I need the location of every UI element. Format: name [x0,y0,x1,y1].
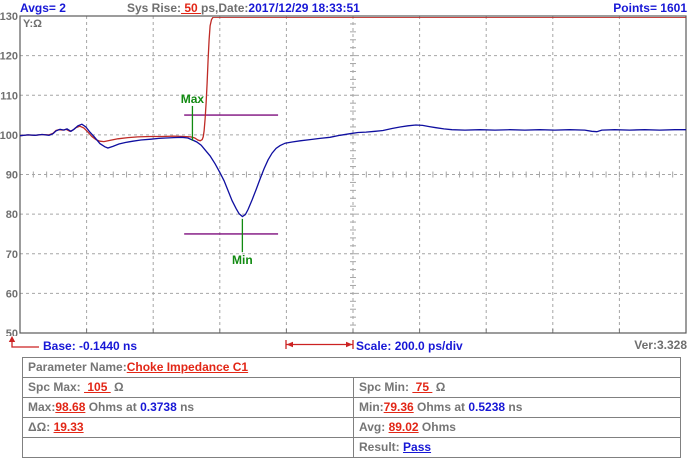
measured-trace [20,123,686,218]
delta-cell: ΔΩ: 19.33 [23,418,353,437]
spc-min-cell: Spc Min: 75 Ω [353,378,680,397]
max-value: 98.68 [55,400,86,414]
avg-value: 89.02 [388,420,419,434]
max-result-cell: Max:98.68 Ohms at 0.3738 ns [23,398,353,417]
max-time-unit: ns [176,400,195,414]
y-tick-label: 60 [6,288,18,300]
sys-rise-and-date: Sys Rise: 50 ps,Date:2017/12/29 18:33:51 [127,1,360,15]
base-readout: Base: -0.1440 ns [43,339,138,353]
spc-min-value[interactable]: 75 [412,380,433,394]
impedance-chart: Max Min 130 120 110 100 90 80 70 60 50 [0,11,687,336]
delta-ohms-label: ΔΩ: [28,420,54,434]
spc-max-value[interactable]: 105 [84,380,111,394]
averages-count: Avgs= 2 [20,1,66,15]
y-tick-label: 100 [0,130,18,142]
parameter-name-label: Parameter Name: [28,360,127,374]
min-mid-label: Ohms at [413,400,469,414]
max-mid-label: Ohms at [85,400,141,414]
spc-min-label: Spc Min: [359,380,413,394]
min-time-value: 0.5238 [468,400,506,414]
empty-cell [23,438,353,457]
y-tick-label: 130 [0,11,18,23]
result-value: Pass [403,440,432,454]
y-tick-label: 110 [0,90,18,102]
min-value: 79.36 [383,400,414,414]
y-tick-label: 120 [0,51,18,63]
y-tick-label: 90 [6,170,18,182]
scale-div-bracket-icon [285,340,354,349]
points-count: Points= 1601 [613,1,687,15]
max-cursor-label: Max [181,92,205,106]
result-cell: Result: Pass [353,438,680,457]
table-row-max-min: Max:98.68 Ohms at 0.3738 ns Min:79.36 Oh… [23,397,680,417]
base-position-arrow-icon [8,336,39,348]
avg-cell: Avg: 89.02 Ohms [353,418,680,437]
sys-rise-label: Sys Rise: [127,1,182,15]
version-label: Ver:3.328 [634,338,687,352]
spc-max-label: Spc Max: [28,380,85,394]
result-label: Result: [359,440,404,454]
avg-label: Avg: [359,420,389,434]
sys-rise-units-date-label: ps,Date: [201,1,249,15]
plot-border [19,15,687,334]
parameter-table: Parameter Name: Choke Impedance C1 Spc M… [22,357,681,458]
scale-readout: Scale: 200.0 ps/div [356,339,463,353]
avg-unit: Ohms [418,420,456,434]
min-cursor-label: Min [232,253,253,267]
max-label: Max: [28,400,56,414]
parameter-name-value[interactable]: Choke Impedance C1 [126,360,249,374]
spc-min-unit: Ω [432,380,446,394]
spc-max-cell: Spc Max: 105 Ω [23,378,353,397]
table-row-spec-limits: Spc Max: 105 Ω Spc Min: 75 Ω [23,377,680,397]
y-tick-label: 70 [6,249,18,261]
delta-ohms-value: 19.33 [53,420,84,434]
max-time-value: 0.3738 [140,400,177,414]
y-tick-label: 50 [6,328,18,336]
table-row-parameter-name: Parameter Name: Choke Impedance C1 [23,358,680,377]
min-result-cell: Min:79.36 Ohms at 0.5238 ns [353,398,680,417]
y-tick-label: 80 [6,209,18,221]
min-label: Min: [359,400,384,414]
datetime-value: 2017/12/29 18:33:51 [248,1,360,15]
min-time-unit: ns [505,400,523,414]
spc-max-unit: Ω [110,380,124,394]
sys-rise-value[interactable]: 50 [181,1,202,15]
table-row-result: Result: Pass [23,437,680,457]
y-axis-unit-label: Y:Ω [23,18,43,30]
table-row-delta-avg: ΔΩ: 19.33 Avg: 89.02 Ohms [23,417,680,437]
